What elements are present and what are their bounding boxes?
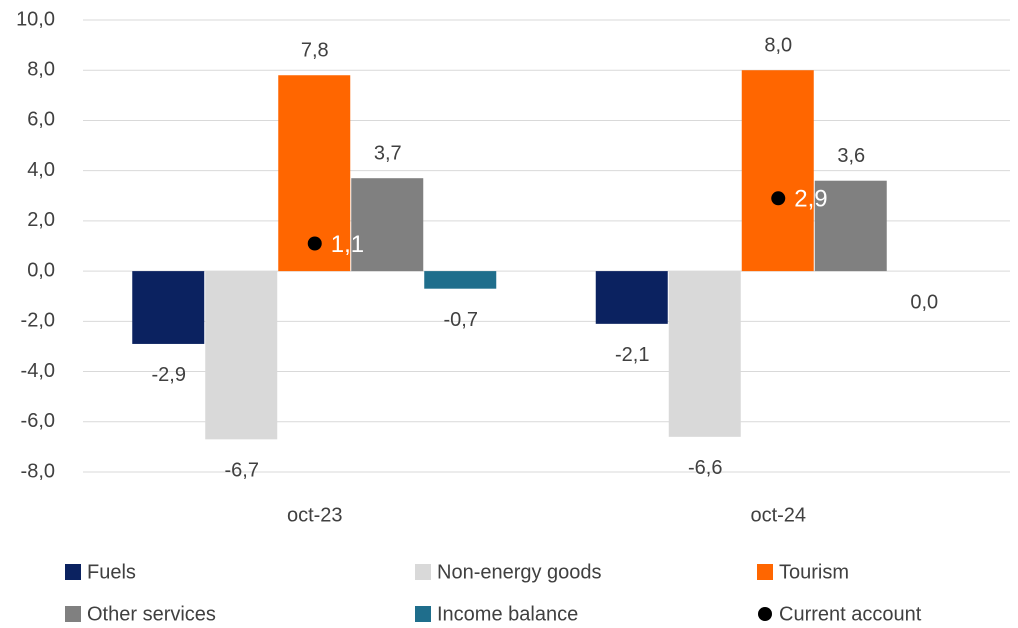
x-tick-label: oct-23 — [287, 504, 343, 526]
legend-marker — [65, 564, 81, 580]
y-tick-label: -2,0 — [21, 310, 55, 332]
x-tick-label: oct-24 — [750, 504, 806, 526]
legend-label: Fuels — [87, 561, 136, 583]
bar — [205, 271, 278, 440]
data-label: -2,9 — [152, 364, 186, 386]
data-label: 3,6 — [837, 145, 865, 167]
bar — [814, 180, 887, 272]
data-label: 7,8 — [301, 40, 329, 62]
y-tick-label: -6,0 — [21, 410, 55, 432]
y-tick-label: 10,0 — [16, 8, 55, 30]
data-label: 0,0 — [910, 291, 938, 313]
bar — [595, 271, 668, 324]
legend-marker — [415, 606, 431, 622]
bar — [351, 178, 424, 272]
bar — [741, 70, 814, 272]
bar — [668, 271, 741, 437]
legend-marker — [415, 564, 431, 580]
legend-marker — [757, 564, 773, 580]
scatter-point — [307, 236, 322, 251]
legend-label: Tourism — [779, 561, 849, 583]
y-tick-label: 4,0 — [27, 159, 55, 181]
y-tick-label: 6,0 — [27, 109, 55, 131]
y-tick-label: 8,0 — [27, 59, 55, 81]
legend-marker — [65, 606, 81, 622]
scatter-point — [771, 191, 786, 206]
legend-label: Current account — [779, 603, 922, 625]
y-tick-label: -4,0 — [21, 360, 55, 382]
legend-marker — [758, 607, 772, 621]
data-label: 8,0 — [764, 35, 792, 57]
legend-label: Other services — [87, 603, 216, 625]
data-label: 2,9 — [794, 186, 827, 213]
y-tick-label: 0,0 — [27, 259, 55, 281]
legend-label: Income balance — [437, 603, 578, 625]
data-label: -0,7 — [444, 309, 478, 331]
y-tick-label: 2,0 — [27, 209, 55, 231]
data-label: 1,1 — [331, 231, 364, 258]
legend-label: Non-energy goods — [437, 561, 602, 583]
y-tick-label: -8,0 — [21, 460, 55, 482]
data-label: 3,7 — [374, 142, 402, 164]
data-label: -2,1 — [615, 344, 649, 366]
data-label: -6,6 — [688, 457, 722, 479]
bar — [132, 271, 205, 344]
bar — [424, 271, 497, 289]
data-label: -6,7 — [225, 460, 259, 482]
